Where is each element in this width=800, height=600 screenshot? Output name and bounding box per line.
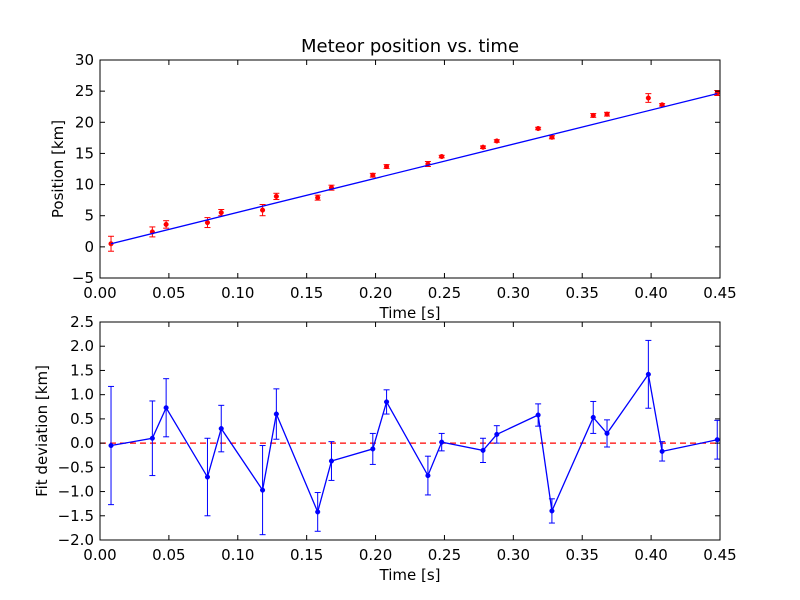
data-point bbox=[384, 399, 390, 405]
x-tick-label: 0.30 bbox=[497, 284, 530, 302]
y-tick-label: 15 bbox=[75, 144, 94, 162]
deviation-plot: Time [s] Fit deviation [km] 0.00 0.05 0.10… bbox=[33, 313, 737, 584]
y-tick-label: −2.0 bbox=[58, 531, 94, 549]
data-point bbox=[439, 153, 445, 160]
bottom-axes-frame bbox=[99, 321, 721, 541]
data-point bbox=[384, 163, 390, 170]
y-tick-label: 0 bbox=[84, 238, 94, 256]
data-point bbox=[218, 426, 224, 432]
data-point bbox=[645, 95, 651, 101]
data-point bbox=[494, 138, 500, 144]
fit-line bbox=[110, 93, 718, 245]
bottom-plot-area: 0.00 0.05 0.10 0.15 0.20 0.25 0.30 0.35 0.40 0.45… bbox=[58, 313, 737, 564]
data-point bbox=[714, 437, 720, 443]
data-point bbox=[260, 487, 266, 493]
x-tick-label: 0.35 bbox=[566, 546, 599, 564]
data-point bbox=[604, 430, 610, 436]
x-tick-label: 0.40 bbox=[634, 546, 667, 564]
x-tick-label: 0.45 bbox=[703, 284, 736, 302]
y-tick-label: 2.5 bbox=[70, 313, 94, 331]
top-x-axis-title: Time [s] bbox=[379, 304, 441, 322]
x-tick-label: 0.05 bbox=[152, 284, 185, 302]
x-tick-label: 0.00 bbox=[83, 546, 116, 564]
top-y-axis-title: Position [km] bbox=[49, 120, 67, 218]
x-tick-label: 0.15 bbox=[290, 546, 323, 564]
x-tick-label: 0.10 bbox=[221, 546, 254, 564]
y-tick-label: 30 bbox=[75, 51, 94, 69]
x-tick-label: 0.20 bbox=[359, 284, 392, 302]
data-point bbox=[108, 442, 114, 449]
data-point bbox=[273, 411, 279, 417]
y-tick-label: 2.0 bbox=[70, 337, 94, 355]
x-tick-label: 0.40 bbox=[634, 284, 667, 302]
data-point bbox=[163, 405, 169, 411]
data-point bbox=[315, 195, 321, 201]
data-point bbox=[480, 144, 486, 150]
data-point bbox=[645, 371, 651, 377]
x-tick-label: 0.30 bbox=[497, 546, 530, 564]
data-point bbox=[590, 112, 596, 118]
position-plot: Meteor position vs. time Time [s] Positi… bbox=[49, 36, 737, 322]
data-point bbox=[590, 414, 596, 420]
data-point bbox=[535, 125, 541, 132]
data-point bbox=[315, 509, 321, 515]
top-axes-frame bbox=[99, 59, 721, 279]
data-point bbox=[480, 447, 486, 453]
data-point bbox=[425, 473, 431, 479]
chart-title: Meteor position vs. time bbox=[301, 36, 519, 57]
y-tick-label: 5 bbox=[84, 207, 94, 225]
y-tick-label: −1.0 bbox=[58, 483, 94, 501]
x-tick-label: 0.20 bbox=[359, 546, 392, 564]
x-tick-label: 0.35 bbox=[566, 284, 599, 302]
data-point bbox=[260, 207, 266, 213]
y-tick-label: −0.5 bbox=[58, 458, 94, 476]
data-point bbox=[163, 221, 169, 227]
x-tick-label: 0.00 bbox=[83, 284, 116, 302]
data-point bbox=[604, 111, 610, 117]
x-tick-label: 0.25 bbox=[428, 284, 461, 302]
y-tick-label: 10 bbox=[75, 176, 94, 194]
data-point bbox=[370, 172, 376, 178]
data-point bbox=[328, 458, 335, 464]
data-point bbox=[218, 210, 224, 216]
bottom-x-axis-title: Time [s] bbox=[379, 566, 441, 584]
y-tick-label: 25 bbox=[75, 82, 94, 100]
x-tick-label: 0.05 bbox=[152, 546, 185, 564]
x-tick-label: 0.25 bbox=[428, 546, 461, 564]
y-tick-label: 0.5 bbox=[70, 410, 94, 428]
bottom-y-axis-title: Fit deviation [km] bbox=[33, 365, 51, 497]
data-point bbox=[149, 435, 155, 441]
data-point bbox=[494, 431, 500, 437]
data-point bbox=[439, 439, 445, 445]
y-tick-label: −1.5 bbox=[58, 507, 94, 525]
y-tick-label: 20 bbox=[75, 113, 94, 131]
data-point bbox=[370, 446, 376, 452]
deviation-line bbox=[110, 372, 718, 514]
y-tick-label: 0.0 bbox=[70, 434, 94, 452]
y-tick-label: 1.5 bbox=[70, 361, 94, 379]
data-point bbox=[204, 474, 211, 480]
data-point bbox=[204, 220, 211, 226]
x-tick-label: 0.15 bbox=[290, 284, 323, 302]
data-point bbox=[549, 508, 555, 514]
x-tick-label: 0.10 bbox=[221, 284, 254, 302]
y-tick-label: −5 bbox=[72, 269, 94, 287]
top-plot-area: 0.00 0.05 0.10 0.15 0.20 0.25 0.30 0.35 0.40 0.45… bbox=[72, 51, 737, 302]
data-point bbox=[659, 448, 665, 454]
y-tick-label: 1.0 bbox=[70, 386, 94, 404]
x-tick-label: 0.45 bbox=[703, 546, 736, 564]
data-point bbox=[535, 412, 541, 418]
data-point bbox=[273, 193, 279, 199]
